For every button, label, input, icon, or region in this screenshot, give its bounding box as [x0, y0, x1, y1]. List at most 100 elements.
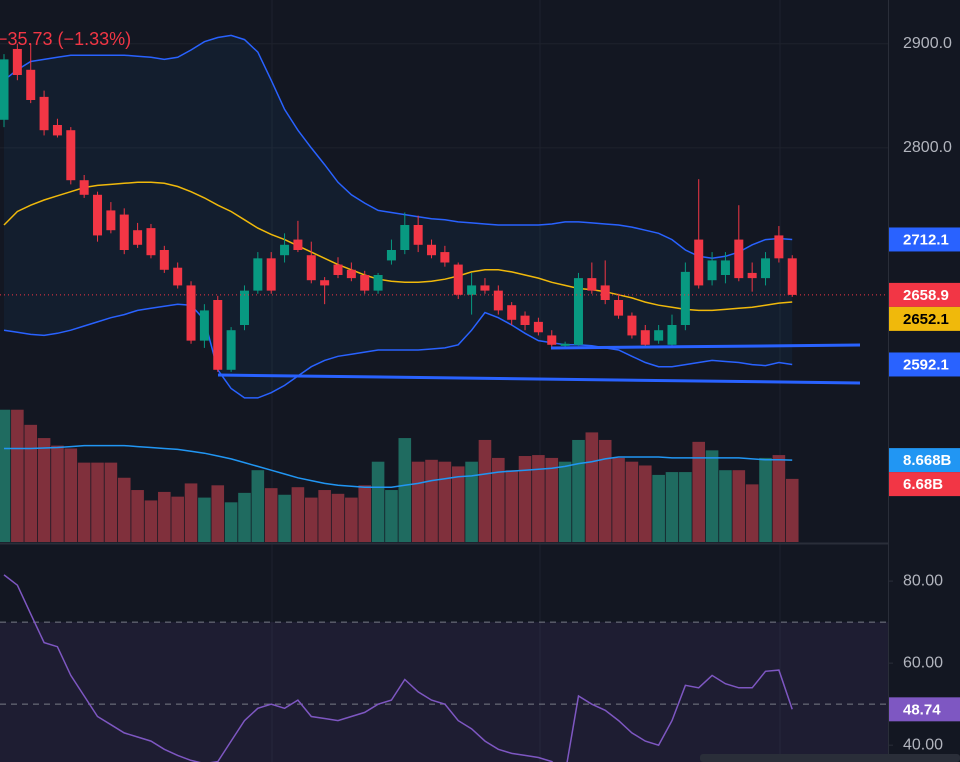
trend-line [550, 343, 861, 350]
volume-bar [612, 457, 625, 542]
trend-line [217, 373, 861, 385]
volume-bar [438, 461, 452, 542]
volume-bar [0, 409, 11, 542]
candle-body [467, 285, 477, 295]
candle-body [66, 130, 76, 181]
candle-body [306, 255, 316, 281]
candle-body [573, 278, 583, 345]
candle-body [453, 264, 463, 295]
price-badge [889, 448, 960, 473]
rsi-band [0, 622, 888, 762]
volume-bar [665, 472, 679, 542]
volume-bar [465, 461, 478, 542]
volume-bar [37, 438, 51, 542]
volume-bar [638, 465, 652, 542]
volume-bar [745, 484, 759, 542]
volume-bar [451, 466, 465, 542]
price-badge-label: 8.668B [903, 452, 952, 469]
candle-body [186, 285, 196, 341]
volume-bar [532, 455, 545, 542]
candle-body [560, 343, 570, 346]
price-badge-label: 2658.9 [903, 287, 949, 304]
volume-bar [652, 474, 665, 542]
volume-bar [64, 448, 78, 542]
price-badge [889, 697, 960, 722]
y-tick-label: 40.00 [903, 736, 943, 753]
volume-bar [238, 492, 251, 542]
volume-bar [692, 441, 706, 542]
price-badge [889, 227, 960, 252]
candle-body [280, 244, 290, 256]
candle-body [547, 335, 557, 345]
candle-body [747, 272, 757, 279]
volume-bar [318, 490, 331, 542]
price-badge [889, 306, 960, 331]
volume-bar [198, 497, 211, 542]
candle-body [520, 315, 530, 325]
volume-bar [585, 432, 599, 542]
price-badge [889, 282, 960, 307]
candle-body [213, 300, 223, 370]
volume-bar [158, 491, 171, 542]
volume-bar [679, 472, 692, 542]
volume-ma-line [4, 444, 793, 488]
candle-body [253, 258, 263, 291]
volume-bar [705, 450, 719, 542]
volume-bar [371, 461, 385, 542]
price-pane [0, 34, 888, 399]
y-tick-label: 2900.0 [903, 35, 952, 52]
volume-bar [291, 487, 305, 542]
candle-body [346, 269, 356, 279]
candle-body [400, 225, 410, 250]
volume-bar [492, 457, 505, 542]
volume-bar [505, 470, 518, 542]
price-badge [889, 472, 960, 497]
candle-body [734, 239, 744, 279]
volume-bar [11, 409, 24, 542]
volume-bar [24, 424, 38, 542]
change-legend: −35.73 (−1.33%) [0, 29, 131, 49]
band-fill [4, 35, 793, 398]
candle-body [0, 59, 9, 120]
volume-bar [264, 488, 278, 542]
candle-body [413, 225, 423, 245]
candle-body [12, 48, 22, 75]
volume-bar [572, 439, 585, 542]
band-line [3, 34, 793, 260]
volume-bar [331, 493, 345, 542]
volume-bar [77, 462, 91, 542]
candle-body [533, 321, 543, 333]
volume-bar [558, 461, 572, 542]
volume-bar [425, 459, 438, 542]
candle-body [159, 250, 169, 270]
rsi-pane [0, 574, 888, 762]
price-badge-label: 2712.1 [903, 231, 949, 248]
candle-body [654, 330, 664, 341]
volume-bar [304, 497, 318, 542]
volume-bar [759, 457, 772, 542]
candle-body [640, 330, 650, 345]
candle-body [614, 300, 624, 316]
candle-body [761, 258, 771, 279]
candle-body [507, 305, 517, 320]
candle-body [93, 194, 103, 236]
candle-body [667, 325, 677, 345]
candle-body [226, 330, 236, 370]
candle-body [680, 271, 690, 325]
volume-bar [104, 462, 118, 542]
volume-bar [398, 438, 412, 542]
volume-bar [785, 478, 799, 542]
candle-body [587, 278, 597, 291]
candle-body [119, 214, 129, 250]
volume-bar [598, 439, 612, 542]
y-tick-label: 80.00 [903, 572, 943, 589]
candle-body [320, 280, 330, 286]
volume-bar [251, 470, 265, 542]
candle-body [600, 285, 610, 300]
volume-bar [732, 470, 746, 542]
candle-body [26, 69, 36, 100]
rsi-line [3, 574, 793, 762]
candle-body [266, 258, 276, 291]
